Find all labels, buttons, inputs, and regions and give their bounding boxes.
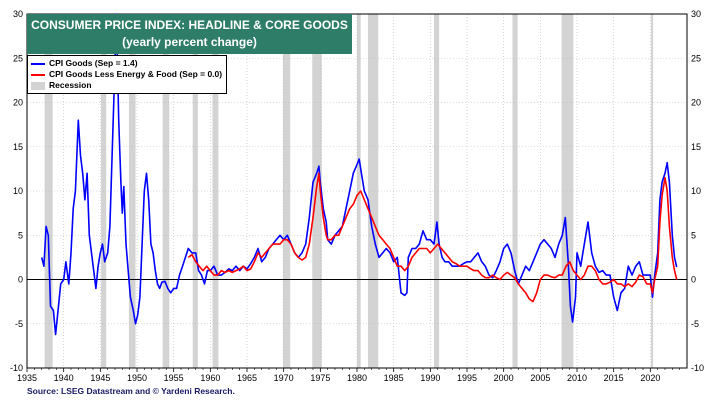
y-tick-label-right-6: 20 xyxy=(691,98,701,108)
y-tick-label-right-7: 25 xyxy=(691,53,701,63)
y-tick-label-right-1: -5 xyxy=(691,319,699,329)
x-tick-label-5: 1960 xyxy=(200,373,220,383)
series-line-0 xyxy=(40,13,678,336)
y-tick-label-right-4: 10 xyxy=(691,186,701,196)
y-tick-label-right-3: 5 xyxy=(691,230,696,240)
recession-band-1 xyxy=(101,14,107,368)
x-tick-label-11: 1990 xyxy=(420,373,440,383)
recession-band-7 xyxy=(312,14,322,368)
legend-label-recession: Recession xyxy=(49,80,92,90)
x-tick-label-13: 2000 xyxy=(494,373,514,383)
recession-band-9 xyxy=(368,14,379,368)
recession-band-11 xyxy=(512,14,518,368)
legend-swatch-red xyxy=(31,73,45,76)
legend-item-core-goods: CPI Goods Less Energy & Food (Sep = 0.0) xyxy=(31,69,222,80)
x-tick-label-8: 1975 xyxy=(310,373,330,383)
legend-label-core-goods: CPI Goods Less Energy & Food (Sep = 0.0) xyxy=(49,69,223,79)
legend-item-cpi-goods: CPI Goods (Sep = 1.4) xyxy=(31,58,222,69)
y-tick-label-left-4: 10 xyxy=(13,186,23,196)
legend-swatch-blue xyxy=(31,62,45,65)
x-tick-label-12: 1995 xyxy=(457,373,477,383)
x-tick-label-16: 2015 xyxy=(604,373,624,383)
x-tick-label-1: 1940 xyxy=(54,373,74,383)
y-tick-label-left-3: 5 xyxy=(18,230,23,240)
x-tick-label-0: 1935 xyxy=(17,373,37,383)
plot-frame xyxy=(26,13,688,369)
chart-title-box: CONSUMER PRICE INDEX: HEADLINE & CORE GO… xyxy=(27,14,352,54)
x-tick-label-10: 1985 xyxy=(384,373,404,383)
x-tick-label-4: 1955 xyxy=(164,373,184,383)
x-tick-label-14: 2005 xyxy=(530,373,550,383)
recession-band-6 xyxy=(282,14,291,368)
y-tick-label-left-8: 30 xyxy=(13,9,23,19)
x-tick-label-6: 1965 xyxy=(237,373,257,383)
x-tick-label-2: 1945 xyxy=(90,373,110,383)
series-line-1 xyxy=(187,172,678,303)
legend-swatch-recession xyxy=(31,81,45,90)
y-tick-label-right-8: 30 xyxy=(691,9,701,19)
recession-band-8 xyxy=(357,14,361,368)
legend-label-cpi-goods: CPI Goods (Sep = 1.4) xyxy=(49,58,138,68)
recession-band-5 xyxy=(212,14,219,368)
legend: CPI Goods (Sep = 1.4) CPI Goods Less Ene… xyxy=(27,55,228,94)
y-tick-label-left-7: 25 xyxy=(13,53,23,63)
y-tick-label-left-5: 15 xyxy=(13,142,23,152)
x-tick-label-3: 1950 xyxy=(127,373,147,383)
x-tick-label-9: 1980 xyxy=(347,373,367,383)
y-tick-label-right-2: 0 xyxy=(691,275,696,285)
x-tick-label-15: 2010 xyxy=(567,373,587,383)
y-tick-label-left-6: 20 xyxy=(13,98,23,108)
y-tick-label-right-5: 15 xyxy=(691,142,701,152)
x-tick-label-17: 2020 xyxy=(640,373,660,383)
x-tick-label-7: 1970 xyxy=(274,373,294,383)
recession-band-10 xyxy=(434,14,440,368)
y-tick-label-right-0: -10 xyxy=(691,363,704,373)
recession-band-13 xyxy=(651,14,654,368)
y-tick-label-left-2: 0 xyxy=(18,275,23,285)
source-note: Source: LSEG Datastream and © Yardeni Re… xyxy=(27,386,235,396)
y-tick-label-left-0: -10 xyxy=(10,363,23,373)
legend-item-recession: Recession xyxy=(31,80,222,91)
chart-title: CONSUMER PRICE INDEX: HEADLINE & CORE GO… xyxy=(31,18,348,32)
y-tick-label-left-1: -5 xyxy=(15,319,23,329)
chart-subtitle: (yearly percent change) xyxy=(122,35,257,49)
